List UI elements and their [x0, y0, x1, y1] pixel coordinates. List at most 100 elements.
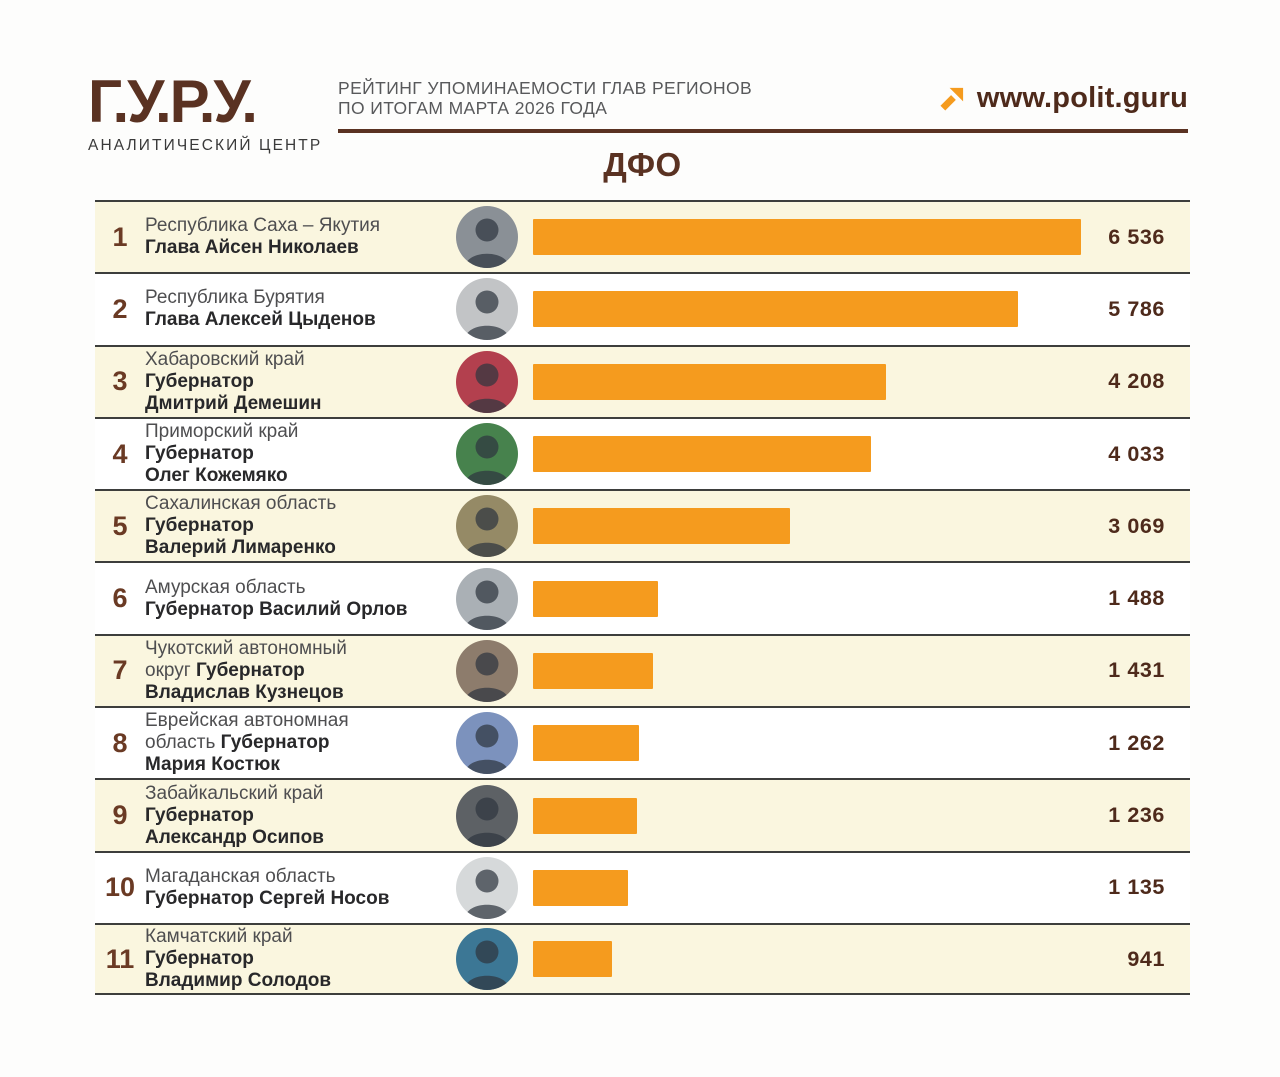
row-label-line: округ Губернатор: [145, 659, 305, 681]
mention-count: 6 536: [1108, 224, 1165, 249]
rank-number: 7: [112, 655, 128, 686]
rank-number: 10: [104, 872, 136, 903]
mention-bar: [533, 869, 629, 906]
row-label-line: Губернатор Василий Орлов: [145, 598, 408, 620]
row-label-line: Губернатор: [145, 515, 254, 537]
row-label: Сахалинская область Губернатор Валерий Лим…: [145, 493, 445, 559]
row-label-line: Губернатор: [145, 370, 254, 392]
bar-zone: [533, 363, 1081, 400]
logo-subtitle: АНАЛИТИЧЕСКИЙ ЦЕНТР: [88, 137, 323, 154]
person-silhouette-icon: [465, 435, 509, 486]
row-label-line: Александр Осипов: [145, 826, 324, 848]
mention-bar: [533, 436, 872, 473]
row-label: Еврейская автономная область Губернатор Ма…: [145, 710, 445, 776]
person-silhouette-icon: [465, 507, 509, 558]
row-label-line: Амурская область: [145, 576, 306, 598]
row-label-line: Камчатский край: [145, 926, 293, 948]
avatar: [456, 567, 518, 630]
rank-number: 4: [112, 438, 128, 469]
guru-logo: Г.У.Р.У. АНАЛИТИЧЕСКИЙ ЦЕНТР: [88, 68, 323, 155]
avatar: [456, 712, 518, 775]
bar-zone: [533, 725, 1081, 762]
person-silhouette-icon: [465, 724, 509, 775]
avatar: [456, 278, 518, 341]
table-row: 2 Республика Бурятия Глава Алексей Цыдено…: [95, 272, 1190, 345]
person-silhouette-icon: [465, 218, 509, 269]
mention-count: 5 786: [1108, 296, 1165, 321]
row-label-line: область Губернатор: [145, 732, 330, 754]
mention-bar: [533, 652, 653, 689]
avatar: [456, 856, 518, 919]
arrow-up-right-icon: [940, 87, 963, 111]
bar-zone: [533, 436, 1081, 473]
row-label: Республика Бурятия Глава Алексей Цыденов: [145, 287, 445, 331]
avatar: [456, 350, 518, 413]
mention-bar: [533, 580, 658, 617]
rank-number: 2: [112, 293, 128, 324]
bar-zone: [533, 508, 1081, 545]
website-url: www.polit.guru: [976, 82, 1188, 114]
report-title-line1: РЕЙТИНГ УПОМИНАЕМОСТИ ГЛАВ РЕГИОНОВ: [338, 78, 753, 98]
row-label-line: Губернатор Сергей Носов: [145, 887, 390, 909]
row-label-line: Владислав Кузнецов: [145, 681, 344, 703]
row-label: Республика Саха – Якутия Глава Айсен Нико…: [145, 215, 445, 259]
person-silhouette-icon: [465, 290, 509, 341]
row-label-line: Губернатор: [145, 804, 254, 826]
district-title: ДФО: [603, 146, 682, 183]
table-row: 1 Республика Саха – Якутия Глава Айсен Ни…: [95, 200, 1190, 273]
person-silhouette-icon: [465, 580, 509, 630]
bar-zone: [533, 291, 1081, 328]
person-silhouette-icon: [465, 797, 509, 847]
rank-number: 6: [112, 583, 128, 614]
row-label: Чукотский автономный округ Губернатор Влад…: [145, 638, 445, 704]
bar-zone: [533, 219, 1081, 256]
rank-number: 3: [112, 366, 128, 397]
mention-bar: [533, 219, 1081, 256]
row-label-line: Магаданская область: [145, 865, 336, 887]
bar-zone: [533, 580, 1081, 617]
avatar: [456, 784, 518, 847]
website-link[interactable]: www.polit.guru: [939, 82, 1188, 115]
ranking-table: 1 Республика Саха – Якутия Глава Айсен Ни…: [95, 200, 1190, 996]
row-label-line: Владимир Солодов: [145, 970, 332, 992]
mention-count: 1 431: [1108, 658, 1165, 683]
table-row: 10 Магаданская область Губернатор Сергей …: [95, 850, 1190, 923]
bar-zone: [533, 941, 1081, 978]
person-silhouette-icon: [465, 940, 509, 991]
mention-count: 4 208: [1108, 369, 1165, 394]
bar-zone: [533, 652, 1081, 689]
rank-number: 11: [105, 943, 135, 974]
row-label-line: Мария Костюк: [145, 754, 280, 776]
report-title-line2: ПО ИТОГАМ МАРТА 2026 ГОДА: [338, 97, 608, 118]
person-silhouette-icon: [465, 652, 509, 702]
mention-count: 941: [1127, 946, 1165, 971]
row-label-line: Валерий Лимаренко: [145, 537, 336, 559]
avatar: [456, 423, 518, 486]
rank-number: 1: [112, 221, 128, 252]
table-row: 3 Хабаровский край Губернатор Дмитрий Деме…: [95, 344, 1190, 417]
rank-number: 5: [112, 510, 128, 541]
mention-count: 4 033: [1108, 441, 1165, 466]
mention-count: 1 488: [1108, 586, 1165, 611]
table-row: 6 Амурская область Губернатор Василий Орл…: [95, 561, 1190, 634]
row-label-line: Глава Айсен Николаев: [145, 237, 359, 259]
rank-number: 8: [112, 727, 128, 758]
mention-count: 1 135: [1108, 875, 1165, 900]
row-label-line: Еврейская автономная: [145, 710, 349, 732]
bar-zone: [533, 797, 1081, 834]
table-row: 4 Приморский край Губернатор Олег Кожемяко…: [95, 416, 1190, 490]
row-label-line: Губернатор: [145, 443, 254, 465]
row-label-line: Олег Кожемяко: [145, 465, 288, 487]
row-label-line: Приморский край: [145, 421, 299, 443]
row-label-line: Республика Саха – Якутия: [145, 215, 381, 237]
row-label: Камчатский край Губернатор Владимир Солодо…: [145, 926, 445, 992]
row-label: Забайкальский край Губернатор Александр Ос…: [145, 783, 445, 849]
row-label-line: Забайкальский край: [145, 782, 324, 804]
table-row: 11 Камчатский край Губернатор Владимир Сол…: [95, 922, 1190, 996]
row-label-line: Глава Алексей Цыденов: [145, 309, 376, 331]
row-label: Приморский край Губернатор Олег Кожемяко: [145, 421, 445, 487]
person-silhouette-icon: [465, 869, 509, 919]
logo-title: Г.У.Р.У.: [88, 68, 258, 135]
avatar: [456, 928, 518, 991]
mention-count: 3 069: [1108, 513, 1165, 538]
